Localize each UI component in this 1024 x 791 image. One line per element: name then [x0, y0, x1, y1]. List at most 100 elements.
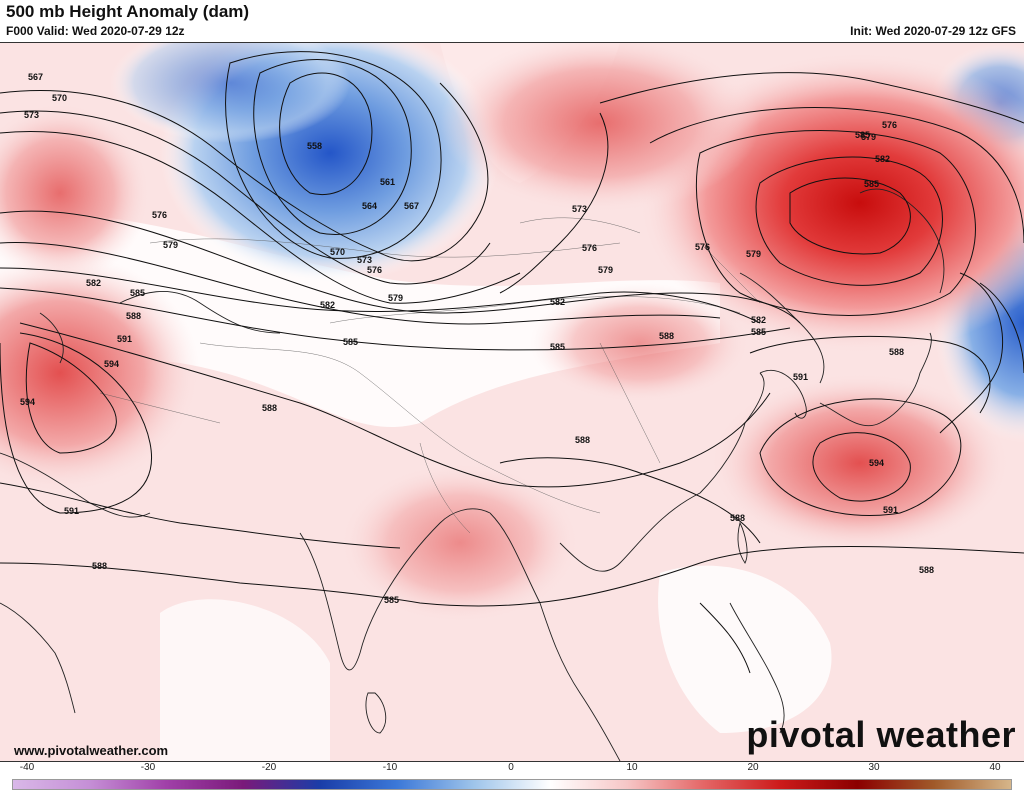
neutral-area-indian-ocean	[160, 599, 330, 761]
contour-label: 573	[572, 204, 587, 214]
contour-label: 588	[126, 311, 141, 321]
contour-label: 570	[330, 247, 345, 257]
contour-label: 585	[864, 179, 879, 189]
positive-anomaly-middle-east	[0, 253, 200, 493]
anomaly-map: 567 570 573 558 561 564 567 576 579 582 …	[0, 43, 1024, 761]
positive-anomaly-japan	[710, 373, 1010, 553]
contour-579-east	[695, 130, 976, 316]
contour-594-east	[812, 432, 911, 502]
contour-label: 585	[384, 595, 399, 605]
colorbar-tick-label: -20	[261, 762, 277, 773]
contour-label: 579	[598, 265, 613, 275]
contour-label: 588	[575, 435, 590, 445]
contour-label: 567	[404, 201, 419, 211]
contour-label: 588	[262, 403, 277, 413]
negative-anomaly-north	[110, 43, 350, 143]
contour-label: 576	[695, 242, 710, 252]
init-time: Init: Wed 2020-07-29 12z GFS	[850, 24, 1016, 38]
colorbar-tick-label: -40	[19, 762, 35, 773]
source-url[interactable]: www.pivotalweather.com	[14, 743, 169, 758]
contour-591-east	[759, 398, 962, 516]
contour-label: 588	[659, 331, 674, 341]
contour-label: 591	[64, 506, 79, 516]
coastlines	[0, 188, 945, 761]
positive-anomaly-bengal	[340, 463, 580, 623]
contour-label: 582	[320, 300, 335, 310]
contour-585	[0, 287, 791, 351]
contour-label: 576	[882, 120, 897, 130]
contour-label: 594	[869, 458, 884, 468]
contour-label: 579	[861, 132, 876, 142]
colorbar-tick-label: 30	[868, 762, 880, 773]
contour-label: 582	[875, 154, 890, 164]
contour-585-philippines	[699, 602, 751, 674]
contour-label: 573	[357, 255, 372, 265]
contour-585-east	[789, 177, 911, 255]
brand-logo: pivotal weather	[746, 714, 1016, 755]
valid-time: F000 Valid: Wed 2020-07-29 12z	[6, 24, 185, 38]
positive-anomaly-north-central	[440, 43, 760, 213]
contour-label: 588	[92, 561, 107, 571]
contour-576-east	[649, 107, 1024, 244]
contour-label: 579	[388, 293, 403, 303]
contour-588-south	[0, 545, 1024, 607]
contour-labels: 567 570 573 558 561 564 567 576 579 582 …	[20, 72, 934, 605]
height-contours	[0, 51, 1024, 674]
political-borders	[99, 217, 761, 534]
contour-591-south	[0, 482, 401, 549]
contour-label: 585	[130, 288, 145, 298]
contour-label: 579	[746, 249, 761, 259]
contour-576	[0, 210, 801, 324]
colorbar-tick-label: -10	[382, 762, 398, 773]
contour-label: 564	[362, 201, 377, 211]
colorbar-tick-label: 0	[508, 762, 514, 773]
contour-573-east	[599, 72, 1024, 124]
colorbar	[12, 779, 1012, 790]
map-header: 500 mb Height Anomaly (dam) F000 Valid: …	[0, 0, 1024, 42]
contour-label: 561	[380, 177, 395, 187]
contour-label: 576	[152, 210, 167, 220]
contour-570	[0, 110, 491, 285]
contour-558	[279, 72, 373, 195]
contour-label: 576	[582, 243, 597, 253]
contour-594-west	[25, 342, 117, 454]
contour-label: 588	[730, 513, 745, 523]
contour-label: 585	[550, 342, 565, 352]
contour-588-china	[499, 457, 761, 544]
contour-582-pacific	[979, 282, 1024, 374]
contour-label: 585	[343, 337, 358, 347]
contour-label: 585	[751, 327, 766, 337]
contour-label: 588	[919, 565, 934, 575]
colorbar-tick-label: -30	[140, 762, 156, 773]
contour-label: 594	[104, 359, 119, 369]
neutral-area-philippines	[658, 565, 832, 733]
contour-579	[0, 242, 721, 325]
contour-567	[0, 82, 489, 262]
positive-anomaly-china	[530, 283, 750, 403]
contour-591-west	[0, 332, 152, 514]
positive-anomaly-europe	[0, 103, 150, 283]
contour-585-pacific	[939, 272, 1004, 434]
contour-573-central	[499, 112, 609, 294]
contour-label: 594	[20, 397, 35, 407]
contour-label: 579	[163, 240, 178, 250]
contour-label: 582	[86, 278, 101, 288]
contour-label: 588	[889, 347, 904, 357]
contour-588	[19, 322, 771, 488]
contour-label: 582	[550, 297, 565, 307]
contour-582	[0, 267, 761, 324]
colorbar-tick-label: 40	[989, 762, 1001, 773]
contour-label: 576	[367, 265, 382, 275]
contour-573	[0, 130, 521, 304]
contour-label: 582	[751, 315, 766, 325]
colorbar-tick-label: 20	[747, 762, 759, 773]
contour-label: 585	[855, 130, 870, 140]
contour-label: 591	[117, 334, 132, 344]
contour-label: 570	[52, 93, 67, 103]
map-title: 500 mb Height Anomaly (dam)	[6, 2, 250, 21]
colorbar-tick-label: 10	[626, 762, 638, 773]
map-panel[interactable]: 567 570 573 558 561 564 567 576 579 582 …	[0, 42, 1024, 762]
neutral-band	[0, 212, 720, 428]
contour-label: 558	[307, 141, 322, 151]
contour-561	[253, 59, 412, 235]
